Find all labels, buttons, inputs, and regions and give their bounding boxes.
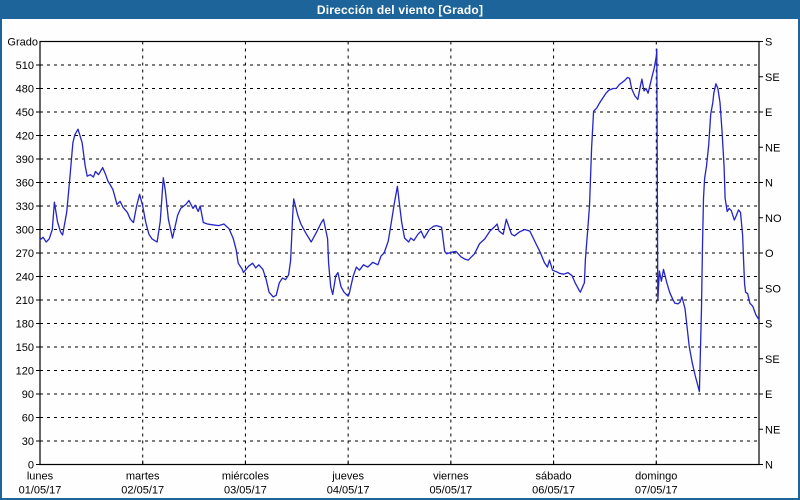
svg-text:270: 270 (16, 248, 34, 260)
svg-text:60: 60 (22, 413, 34, 425)
chart-area: 0 30 60 90 120 150 180 210 240 270 300 330 360 390 420… (2, 21, 798, 498)
svg-text:240: 240 (16, 272, 34, 284)
day-name-label: miércoles (222, 471, 270, 483)
svg-text:N: N (765, 178, 773, 190)
svg-text:450: 450 (16, 107, 34, 119)
day-date-label: 07/05/17 (635, 485, 678, 497)
svg-text:SO: SO (765, 283, 781, 295)
day-name-label: domingo (635, 471, 677, 483)
svg-text:NO: NO (765, 213, 782, 225)
svg-text:180: 180 (16, 319, 34, 331)
x-axis: lunes 01/05/17 martes 02/05/17 miércoles 03/0… (19, 460, 760, 497)
svg-text:90: 90 (22, 389, 34, 401)
y-axis-left: 0 30 60 90 120 150 180 210 240 270 300 330 360 390 420… (7, 37, 40, 472)
svg-text:SE: SE (765, 354, 780, 366)
svg-text:390: 390 (16, 154, 34, 166)
svg-text:510: 510 (16, 60, 34, 72)
svg-text:360: 360 (16, 178, 34, 190)
day-name-label: viernes (433, 471, 469, 483)
svg-text:NE: NE (765, 424, 780, 436)
svg-text:NE: NE (765, 142, 780, 154)
day-date-label: 01/05/17 (19, 485, 62, 497)
svg-text:S: S (765, 319, 772, 331)
window-title: Dirección del viento [Grado] (2, 2, 798, 19)
day-date-label: 05/05/17 (429, 485, 472, 497)
y-axis-right: N NE E SE S SO O NO N NE E SE S (759, 37, 782, 472)
day-date-label: 04/05/17 (327, 485, 370, 497)
day-name-label: sábado (536, 471, 572, 483)
wind-direction-series (39, 48, 760, 393)
y-axis-title: Grado (7, 37, 38, 49)
svg-text:330: 330 (16, 201, 34, 213)
day-name-label: jueves (331, 471, 364, 483)
svg-text:300: 300 (16, 225, 34, 237)
svg-text:210: 210 (16, 295, 34, 307)
svg-text:E: E (765, 107, 772, 119)
svg-text:150: 150 (16, 342, 34, 354)
svg-text:S: S (765, 37, 772, 49)
svg-text:480: 480 (16, 84, 34, 96)
day-name-label: martes (126, 471, 160, 483)
svg-text:0: 0 (28, 460, 34, 472)
grid-lines (40, 41, 759, 465)
svg-text:420: 420 (16, 131, 34, 143)
svg-text:E: E (765, 389, 772, 401)
day-date-label: 03/05/17 (224, 485, 267, 497)
svg-text:O: O (765, 248, 774, 260)
svg-text:30: 30 (22, 436, 34, 448)
day-name-label: lunes (27, 471, 54, 483)
svg-text:N: N (765, 460, 773, 472)
wind-direction-chart: 0 30 60 90 120 150 180 210 240 270 300 330 360 390 420… (7, 37, 782, 497)
day-date-label: 06/05/17 (532, 485, 575, 497)
svg-text:SE: SE (765, 72, 780, 84)
svg-text:120: 120 (16, 366, 34, 378)
day-date-label: 02/05/17 (121, 485, 164, 497)
